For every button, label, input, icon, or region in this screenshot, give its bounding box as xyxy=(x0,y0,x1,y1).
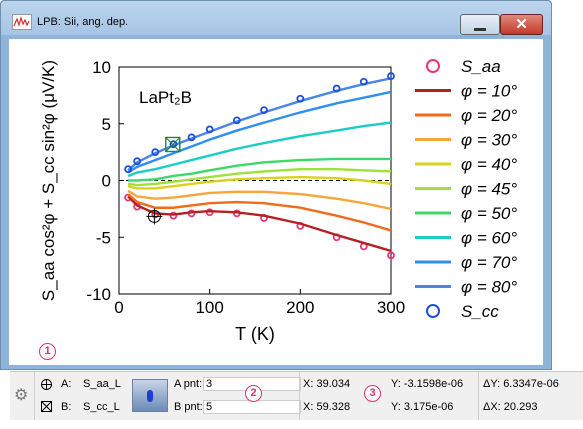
cursor-info-bar: ⚙ A: S_aa_L B: S_cc_L A pnt: 3 B pnt: 5 … xyxy=(10,371,583,420)
y-tick-label: 5 xyxy=(102,115,111,134)
x-tick-label: 200 xyxy=(286,298,314,317)
cursor-a-y: Y: -3.1598e-06 xyxy=(391,378,464,390)
y-tick-label: -5 xyxy=(96,228,111,247)
chart-annotation: LaPt₂B xyxy=(139,88,192,107)
data-point xyxy=(260,106,268,115)
series-line xyxy=(127,121,392,178)
b-pnt-label: B pnt: xyxy=(174,401,203,413)
cursor-b-diag2 xyxy=(165,137,181,152)
data-point xyxy=(332,84,341,93)
cursor-b-x: X: 59.328 xyxy=(303,401,351,413)
x-tick-label: 0 xyxy=(114,298,123,317)
x-axis-label: T (K) xyxy=(235,324,275,344)
data-point xyxy=(124,165,132,174)
series-line xyxy=(127,189,392,211)
cursor-preview-image[interactable] xyxy=(132,379,168,412)
cursor-b-label: B: xyxy=(61,401,72,413)
window-title: LPB: Sii, ang. dep. xyxy=(37,16,129,28)
data-point xyxy=(359,77,368,86)
legend-label: φ = 70° xyxy=(461,253,517,272)
legend-label: φ = 80° xyxy=(461,278,517,297)
series-line xyxy=(128,157,391,182)
callout-marker-3: 3 xyxy=(364,385,381,402)
data-point xyxy=(387,72,395,80)
plot-area[interactable]: 0 100 200 300 -10 -5 0 5 10 T (K) S_aa cos²φ + S_c… xyxy=(9,39,543,365)
y-axis-label: S_aa cos²φ + S_cc sin²φ (μV/K) xyxy=(39,60,58,301)
callout-marker-2: 2 xyxy=(245,385,262,402)
series-line xyxy=(127,195,392,253)
graph-window: LPB: Sii, ang. dep. ✕ 0 100 200 300 -10 -5 0 5 1… xyxy=(0,0,552,370)
a-pnt-label: A pnt: xyxy=(174,378,203,390)
cursor-b-square-icon xyxy=(41,401,52,412)
cursor-b-y: Y: 3.175e-06 xyxy=(391,401,454,413)
delta-x: ΔX: 20.293 xyxy=(483,401,538,413)
series-line xyxy=(127,175,392,190)
callout-marker-1: 1 xyxy=(39,343,56,360)
data-point xyxy=(169,211,178,220)
legend-label: S_aa xyxy=(461,57,501,76)
data-point xyxy=(205,125,214,134)
divider xyxy=(478,372,479,420)
series-line xyxy=(127,193,392,232)
data-point xyxy=(296,94,305,103)
legend-label: φ = 45° xyxy=(461,180,517,199)
cursor-b-trace[interactable]: S_cc_L xyxy=(83,401,120,413)
data-point xyxy=(151,148,160,157)
legend-label: S_cc xyxy=(461,302,499,321)
legend-label: φ = 10° xyxy=(461,82,517,101)
legend-label: φ = 50° xyxy=(461,204,517,223)
data-point xyxy=(187,133,196,142)
data-point xyxy=(133,157,142,166)
minimize-button[interactable] xyxy=(460,14,500,35)
legend-label: φ = 40° xyxy=(461,155,517,174)
cursor-b-marker xyxy=(165,136,181,153)
cursor-a-crosshair-icon xyxy=(41,379,52,390)
x-tick-label: 100 xyxy=(195,298,223,317)
delta-y: ΔY: 6.3347e-06 xyxy=(483,378,559,390)
data-point xyxy=(169,140,178,149)
gear-icon[interactable]: ⚙ xyxy=(14,387,29,404)
x-tick-label: 300 xyxy=(377,298,405,317)
divider xyxy=(34,372,35,420)
y-tick-label: 0 xyxy=(102,172,111,191)
title-bar[interactable]: LPB: Sii, ang. dep. ✕ xyxy=(1,1,551,35)
series-line xyxy=(127,77,392,172)
legend-label: φ = 30° xyxy=(461,131,517,150)
graph-app-icon xyxy=(12,14,32,30)
cursor-a-trace[interactable]: S_aa_L xyxy=(83,378,121,390)
series-line xyxy=(127,167,392,187)
data-point xyxy=(387,251,395,260)
legend-label: φ = 60° xyxy=(461,229,517,248)
legend-marker xyxy=(426,59,440,73)
cursor-a-label: A: xyxy=(61,378,72,390)
legend-label: φ = 20° xyxy=(461,106,517,125)
legend-marker xyxy=(426,304,440,318)
close-button[interactable]: ✕ xyxy=(500,14,543,35)
divider xyxy=(299,372,300,420)
y-tick-label: -10 xyxy=(86,285,111,304)
data-point xyxy=(232,116,241,125)
cursor-a-x: X: 39.034 xyxy=(303,378,351,390)
b-pnt-field[interactable]: 5 xyxy=(203,400,301,414)
series-line xyxy=(127,90,392,174)
y-tick-label: 10 xyxy=(92,58,111,77)
chart-svg[interactable]: 0 100 200 300 -10 -5 0 5 10 T (K) S_aa cos²φ + S_c… xyxy=(9,39,543,365)
